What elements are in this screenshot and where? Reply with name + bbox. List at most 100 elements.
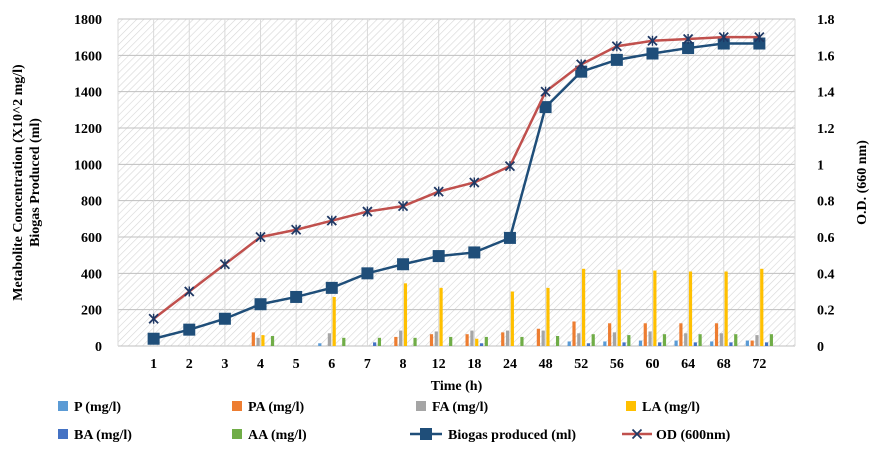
x-tick-label: 5 bbox=[293, 357, 300, 372]
y-tick-label: 600 bbox=[81, 231, 102, 246]
y-tick-label: 1800 bbox=[74, 13, 102, 28]
bar bbox=[261, 335, 265, 346]
series-line bbox=[152, 35, 760, 320]
legend-label: OD (600nm) bbox=[656, 428, 731, 443]
bar bbox=[679, 323, 683, 346]
bar bbox=[710, 341, 714, 346]
y2-tick-label: 0.8 bbox=[817, 195, 835, 210]
x-tick-label: 2 bbox=[186, 357, 193, 372]
legend-marker bbox=[420, 428, 432, 440]
x-tick-label: 7 bbox=[364, 357, 371, 372]
bar bbox=[501, 332, 505, 346]
legend-label: FA (mg/l) bbox=[432, 400, 488, 415]
legend-swatch bbox=[58, 429, 68, 439]
legend-swatch bbox=[626, 401, 636, 411]
bar bbox=[413, 337, 417, 346]
bar bbox=[327, 333, 331, 346]
bar bbox=[648, 331, 652, 346]
legend-item: P (mg/l) bbox=[58, 400, 121, 415]
x-tick-label: 68 bbox=[717, 357, 731, 372]
bar bbox=[617, 269, 621, 346]
y2-tick-label: 0.2 bbox=[817, 304, 835, 319]
data-point bbox=[682, 42, 695, 55]
bar bbox=[318, 343, 322, 346]
bar bbox=[332, 296, 336, 346]
y2-tick-label: 1 bbox=[817, 158, 824, 173]
data-point bbox=[504, 161, 516, 172]
x-tick-label: 6 bbox=[328, 357, 335, 372]
bar bbox=[429, 334, 434, 346]
bar bbox=[270, 336, 275, 346]
bar bbox=[582, 268, 586, 346]
bar bbox=[603, 341, 607, 346]
data-point bbox=[255, 231, 266, 243]
legend-marker bbox=[631, 428, 643, 440]
legend-swatch bbox=[232, 429, 242, 439]
bar bbox=[572, 321, 576, 346]
bar bbox=[536, 328, 540, 346]
data-point bbox=[646, 47, 659, 60]
x-tick-label: 18 bbox=[467, 357, 481, 372]
data-point bbox=[576, 59, 587, 70]
bar bbox=[399, 330, 403, 346]
legend-item: FA (mg/l) bbox=[416, 400, 488, 415]
bar bbox=[760, 268, 764, 346]
bar bbox=[643, 323, 647, 346]
bar bbox=[662, 334, 667, 346]
bar bbox=[505, 330, 510, 346]
bar bbox=[750, 340, 754, 346]
legend-label: Biogas produced (ml) bbox=[448, 428, 576, 443]
data-point bbox=[610, 53, 623, 66]
legend-item: AA (mg/l) bbox=[232, 428, 307, 443]
data-point bbox=[611, 41, 622, 52]
data-point bbox=[433, 186, 444, 197]
bar bbox=[729, 342, 733, 346]
data-point bbox=[326, 215, 337, 226]
bar bbox=[684, 333, 688, 346]
bar bbox=[479, 343, 484, 346]
bar bbox=[608, 323, 612, 346]
y-axis-left-ticks: 0 200 400 600 800 1000 1200 1400 1600 1800 bbox=[74, 13, 102, 355]
data-point bbox=[290, 290, 303, 303]
x-tick-label: 56 bbox=[610, 357, 624, 372]
bar bbox=[591, 334, 595, 346]
bar bbox=[567, 341, 571, 346]
y2-tick-label: 0.6 bbox=[817, 231, 835, 246]
y2-tick-label: 1.2 bbox=[817, 122, 835, 137]
y-tick-label: 800 bbox=[81, 195, 102, 210]
bar bbox=[546, 287, 550, 346]
legend-item: Biogas produced (ml) bbox=[410, 428, 576, 443]
bar bbox=[622, 342, 626, 346]
bar bbox=[653, 270, 657, 346]
legend-item: LA (mg/l) bbox=[626, 400, 700, 415]
data-point bbox=[468, 246, 481, 259]
bar bbox=[555, 336, 560, 346]
bar bbox=[475, 338, 479, 346]
y2-tick-label: 0 bbox=[817, 340, 824, 355]
x-tick-label: 1 bbox=[150, 357, 157, 372]
x-tick-label: 52 bbox=[574, 357, 588, 372]
data-point bbox=[432, 250, 445, 263]
legend-item: PA (mg/l) bbox=[232, 400, 304, 415]
bar bbox=[674, 340, 678, 346]
bar bbox=[342, 337, 346, 346]
data-point bbox=[397, 258, 410, 271]
y-tick-label: 1200 bbox=[74, 122, 102, 137]
legend-label: BA (mg/l) bbox=[74, 428, 132, 443]
data-point bbox=[218, 312, 231, 325]
bar bbox=[394, 336, 398, 346]
data-point bbox=[718, 32, 729, 43]
y-tick-label: 0 bbox=[95, 340, 102, 355]
plot-area bbox=[118, 19, 795, 346]
data-point bbox=[503, 231, 516, 244]
y-tick-label: 400 bbox=[81, 267, 102, 282]
bar bbox=[688, 271, 693, 346]
legend-label: AA (mg/l) bbox=[248, 428, 307, 443]
axis-titles: Time (h) Metabolite Concentration (X10^2 … bbox=[11, 64, 870, 394]
data-point bbox=[754, 32, 765, 43]
y-tick-label: 1000 bbox=[74, 158, 102, 173]
data-point bbox=[361, 267, 374, 280]
y2-tick-label: 1.4 bbox=[817, 86, 835, 101]
bar bbox=[510, 291, 514, 346]
